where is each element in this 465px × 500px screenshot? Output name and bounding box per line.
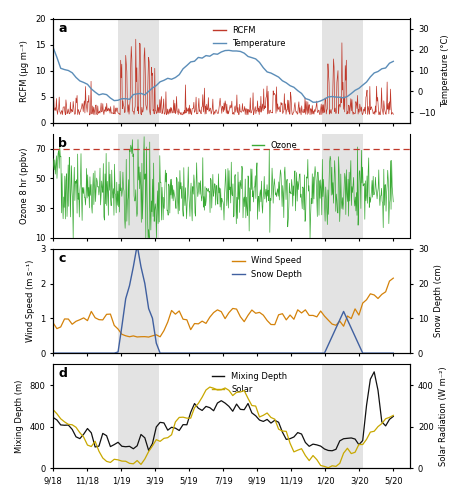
Y-axis label: Snow Depth (cm): Snow Depth (cm) [434, 264, 443, 338]
Bar [118, 249, 159, 353]
Y-axis label: RCFM (μg m⁻³): RCFM (μg m⁻³) [20, 40, 29, 102]
Legend: RCFM, Temperature: RCFM, Temperature [210, 22, 289, 52]
Bar [322, 134, 363, 238]
Bar [322, 364, 363, 469]
Legend: Wind Speed, Snow Depth: Wind Speed, Snow Depth [229, 253, 306, 282]
Bar [118, 18, 159, 122]
Bar [322, 18, 363, 122]
Text: c: c [59, 252, 66, 265]
Legend: Mixing Depth, Solar: Mixing Depth, Solar [209, 368, 291, 397]
Y-axis label: Temperature (°C): Temperature (°C) [441, 34, 450, 107]
Text: a: a [59, 22, 67, 35]
Y-axis label: Wind Speed (m s⁻¹): Wind Speed (m s⁻¹) [26, 260, 34, 342]
Bar [118, 364, 159, 469]
Y-axis label: Solar Radiation (W m⁻²): Solar Radiation (W m⁻²) [439, 366, 448, 466]
Legend: Ozone: Ozone [248, 138, 301, 154]
Text: b: b [59, 137, 67, 150]
Y-axis label: Mixing Depth (m): Mixing Depth (m) [15, 380, 24, 453]
Bar [118, 134, 159, 238]
Bar [322, 249, 363, 353]
Text: d: d [59, 368, 67, 380]
Y-axis label: Ozone 8 hr (ppbv): Ozone 8 hr (ppbv) [20, 148, 29, 224]
